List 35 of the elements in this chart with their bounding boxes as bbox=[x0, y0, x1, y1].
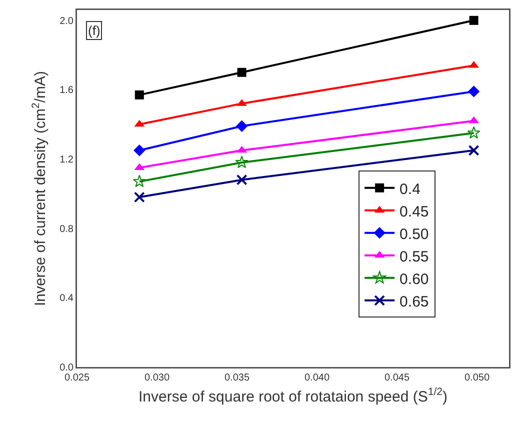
point bbox=[134, 90, 144, 100]
legend-label: 0.65 bbox=[400, 293, 429, 310]
x-tick-label: 0.045 bbox=[384, 372, 410, 384]
point bbox=[237, 68, 246, 77]
y-tick-label: 0.4 bbox=[60, 293, 74, 304]
point bbox=[468, 116, 479, 124]
point bbox=[468, 86, 480, 98]
annotation: (f) bbox=[88, 23, 100, 38]
point bbox=[469, 16, 478, 25]
x-tick-label: 0.030 bbox=[144, 372, 170, 384]
point bbox=[236, 120, 248, 132]
point bbox=[236, 146, 247, 153]
x-axis-title: Inverse of square root of rotataion speed (S$^{1/2}$) bbox=[138, 386, 448, 406]
point bbox=[468, 144, 480, 156]
legend-label: 0.55 bbox=[400, 248, 429, 266]
x-tick-label: 0.050 bbox=[464, 372, 490, 384]
y-tick-label: 2.0 bbox=[60, 16, 74, 27]
point bbox=[235, 156, 248, 168]
y-tick-label: 1.6 bbox=[60, 85, 74, 96]
legend-label: 0.45 bbox=[400, 203, 429, 220]
y-tick-label: 1.2 bbox=[60, 154, 74, 166]
x-tick-label: 0.025 bbox=[64, 372, 90, 384]
legend-label: 0.50 bbox=[400, 226, 429, 243]
y-tick-label: 0.0 bbox=[60, 362, 74, 374]
x-tick-label: 0.040 bbox=[304, 372, 330, 384]
point bbox=[134, 192, 145, 203]
point bbox=[468, 60, 479, 68]
point bbox=[467, 126, 480, 139]
y-tick-label: 0.8 bbox=[60, 224, 74, 235]
legend-label: 0.4 bbox=[400, 180, 420, 198]
point bbox=[132, 174, 146, 188]
legend-label: 0.60 bbox=[400, 270, 429, 288]
point bbox=[236, 174, 248, 186]
point bbox=[134, 144, 146, 156]
x-tick-label: 0.035 bbox=[224, 372, 250, 384]
